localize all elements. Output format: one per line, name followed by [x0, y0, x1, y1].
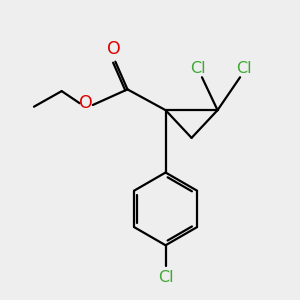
Text: O: O	[79, 94, 93, 112]
Text: Cl: Cl	[236, 61, 252, 76]
Text: Cl: Cl	[158, 269, 173, 284]
Text: O: O	[107, 40, 121, 58]
Text: Cl: Cl	[190, 61, 206, 76]
